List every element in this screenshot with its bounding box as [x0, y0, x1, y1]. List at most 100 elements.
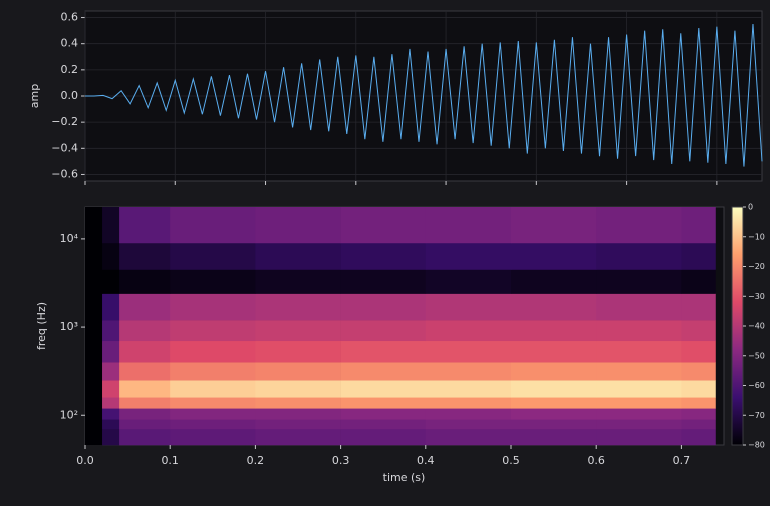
spectrogram-cell — [255, 428, 341, 446]
spectrogram-cell — [511, 419, 597, 430]
spectrogram-cell — [596, 397, 682, 409]
x-tick-label: 0.3 — [332, 454, 350, 467]
spectrogram-cell — [255, 380, 341, 398]
y-tick-label: −0.6 — [51, 167, 78, 180]
y-tick-label: 10³ — [60, 320, 78, 333]
spectrogram-cell — [340, 362, 427, 381]
y-tick-label: 0.2 — [61, 63, 79, 76]
y-axis-label: freq (Hz) — [35, 302, 48, 350]
spectrogram-cell — [425, 293, 512, 321]
spectrogram-cell — [340, 293, 427, 321]
x-tick-label: 0.4 — [417, 454, 435, 467]
spectrogram-cell — [255, 293, 341, 321]
spectrogram-cell — [340, 242, 427, 270]
x-tick-label: 0.2 — [247, 454, 265, 467]
colorbar-tick-label: −10 — [748, 232, 765, 241]
spectrogram-cell — [425, 397, 512, 409]
spectrogram-cell — [119, 380, 171, 398]
spectrogram-cell — [170, 380, 256, 398]
spectrogram-cell — [681, 293, 716, 321]
spectrogram-cell — [511, 380, 597, 398]
spectrogram-cell — [119, 340, 171, 363]
spectrogram-cell — [340, 207, 427, 244]
spectrogram-cell — [102, 207, 120, 244]
spectrogram-cell — [119, 428, 171, 446]
y-tick-label: −0.4 — [51, 141, 78, 154]
spectrogram-cell — [119, 293, 171, 321]
spectrogram-cell — [255, 242, 341, 270]
x-tick-label: 0.5 — [502, 454, 520, 467]
spectrogram-cell — [170, 362, 256, 381]
spectrogram-cell — [102, 380, 120, 398]
spectrogram-cell — [681, 269, 716, 294]
spectrogram-cell — [85, 362, 103, 381]
spectrogram-cell — [119, 207, 171, 244]
spectrogram-cell — [255, 397, 341, 409]
y-tick-label: −0.2 — [51, 115, 78, 128]
spectrogram-cell — [340, 269, 427, 294]
spectrogram-cell — [511, 397, 597, 409]
spectrogram-cell — [425, 419, 512, 430]
spectrogram-cell — [85, 269, 103, 294]
spectrogram-cell — [102, 397, 120, 409]
y-tick-label: 0.4 — [61, 37, 79, 50]
spectrogram-cell — [255, 408, 341, 420]
spectrogram-cell — [681, 320, 716, 342]
spectrogram-cell — [102, 340, 120, 363]
spectrogram-cell — [511, 269, 597, 294]
colorbar-tick-label: −50 — [748, 351, 765, 360]
spectrogram-cell — [170, 320, 256, 342]
spectrogram-cell — [170, 242, 256, 270]
spectrogram-cell — [102, 293, 120, 321]
spectrogram-cell — [170, 419, 256, 430]
spectrogram-cell — [511, 242, 597, 270]
spectrogram-cell — [255, 362, 341, 381]
spectrogram-cell — [340, 320, 427, 342]
spectrogram-cell — [596, 408, 682, 420]
spectrogram-cell — [425, 408, 512, 420]
spectrogram-cell — [340, 428, 427, 446]
spectrogram-cell — [511, 408, 597, 420]
spectrogram-cell — [119, 242, 171, 270]
spectrogram-cell — [119, 320, 171, 342]
spectrogram-cell — [170, 428, 256, 446]
colorbar-tick-label: −40 — [748, 322, 765, 331]
spectrogram-cell — [255, 419, 341, 430]
spectrogram-cell — [425, 428, 512, 446]
waveform — [85, 24, 763, 167]
colorbar-tick-label: −70 — [748, 411, 765, 420]
spectrogram-cell — [681, 428, 716, 446]
spectrogram-cell — [102, 362, 120, 381]
spectrogram-cell — [511, 320, 597, 342]
spectrogram-cell — [255, 207, 341, 244]
spectrogram-cell — [596, 428, 682, 446]
spectrogram-cell — [255, 340, 341, 363]
spectrogram-cell — [119, 397, 171, 409]
spectrogram-cell — [511, 293, 597, 321]
y-tick-label: 10² — [60, 408, 78, 421]
spectrogram-cell — [425, 207, 512, 244]
spectrogram-cell — [511, 207, 597, 244]
spectrogram-cell — [340, 397, 427, 409]
x-tick-label: 0.7 — [673, 454, 691, 467]
spectrogram-cell — [255, 320, 341, 342]
spectrogram-cell — [596, 380, 682, 398]
spectrogram-cell — [85, 242, 103, 270]
spectrogram-cell — [85, 397, 103, 409]
spectrogram-cell — [340, 419, 427, 430]
spectrogram-cell — [681, 242, 716, 270]
spectrogram-cell — [596, 242, 682, 270]
spectrogram-cell — [425, 362, 512, 381]
spectrogram-cell — [85, 419, 103, 430]
spectrogram-cell — [102, 269, 120, 294]
spectrogram-cell — [596, 320, 682, 342]
spectrogram-cell — [596, 419, 682, 430]
spectrogram-cell — [681, 380, 716, 398]
spectrogram-cell — [102, 320, 120, 342]
spectrogram-cell — [596, 362, 682, 381]
spectrogram-cell — [681, 397, 716, 409]
spectrogram-cell — [85, 207, 103, 244]
spectrogram-cell — [170, 397, 256, 409]
spectrogram-cell — [340, 408, 427, 420]
